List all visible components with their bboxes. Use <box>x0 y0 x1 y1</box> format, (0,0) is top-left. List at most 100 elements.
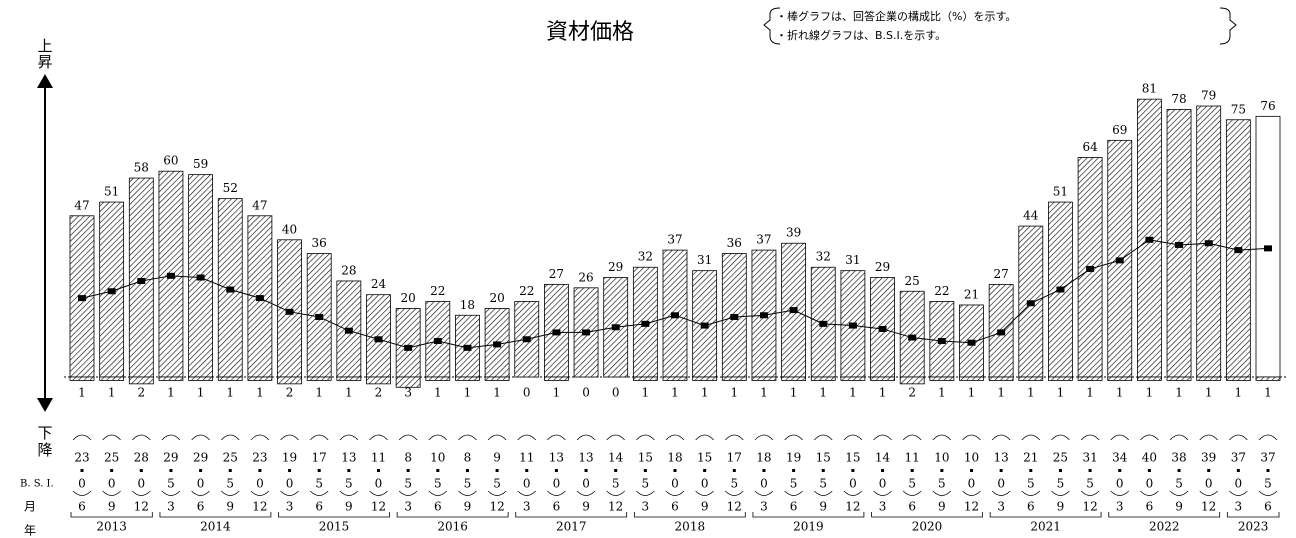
bsi-marker <box>255 295 264 302</box>
arc <box>309 490 329 496</box>
arc <box>576 490 596 496</box>
bsi-marker <box>641 320 650 327</box>
bsi-int-label: 14 <box>875 451 891 465</box>
up-value-label: 27 <box>994 267 1009 281</box>
arc <box>458 434 477 441</box>
bsi-dec-label: 0 <box>968 477 976 491</box>
month-label: 12 <box>608 500 623 514</box>
arc <box>428 434 448 441</box>
up-value-label: 18 <box>460 298 475 312</box>
arc <box>72 434 92 441</box>
bsi-dot <box>525 469 529 472</box>
down-bar <box>425 376 451 381</box>
month-label: 3 <box>167 500 175 514</box>
bsi-marker <box>552 329 561 336</box>
up-value-label: 27 <box>549 267 564 281</box>
down-value-label: 1 <box>1235 386 1243 400</box>
year-bracket <box>515 512 628 518</box>
arc <box>1080 434 1100 441</box>
year-bracket <box>1226 512 1280 518</box>
down-value-label: 1 <box>1264 386 1272 400</box>
down-bar <box>128 376 154 385</box>
arc <box>547 490 566 496</box>
month-label: 3 <box>879 500 887 514</box>
bsi-int-label: 29 <box>163 451 178 465</box>
bsi-dot <box>258 469 262 472</box>
arrow-head <box>37 398 53 412</box>
arc <box>636 434 655 441</box>
arc <box>902 434 922 441</box>
up-value-label: 76 <box>1260 99 1275 113</box>
down-value-label: 1 <box>1205 386 1213 400</box>
year-bracket <box>159 512 272 518</box>
down-value-label: 1 <box>938 386 946 400</box>
bsi-dec-label: 0 <box>553 477 561 491</box>
up-value-label: 51 <box>1053 185 1068 199</box>
arc <box>250 490 270 496</box>
bsi-dec-label: 5 <box>434 477 442 491</box>
bsi-dec-label: 0 <box>849 477 857 491</box>
bsi-dot <box>80 469 84 472</box>
down-bar <box>840 376 866 381</box>
arc <box>487 490 507 496</box>
bsi-int-label: 21 <box>1023 451 1038 465</box>
month-label: 12 <box>489 500 504 514</box>
bsi-dec-label: 5 <box>315 477 323 491</box>
year-row-label: 年 <box>24 524 36 538</box>
bsi-int-label: 15 <box>845 451 860 465</box>
bsi-dec-label: 0 <box>1235 477 1243 491</box>
arc <box>428 490 448 496</box>
down-value-label: 1 <box>760 386 768 400</box>
year-bracket <box>989 512 1102 518</box>
month-label: 9 <box>701 500 709 514</box>
arc <box>902 490 922 496</box>
bsi-dec-label: 5 <box>1086 477 1094 491</box>
arc <box>932 490 952 496</box>
bsi-int-label: 13 <box>578 451 593 465</box>
year-label: 2021 <box>1030 520 1061 534</box>
down-bar <box>217 376 243 381</box>
up-value-label: 51 <box>104 185 119 199</box>
bsi-dec-label: 5 <box>819 477 827 491</box>
bsi-int-label: 13 <box>341 451 356 465</box>
arc <box>1229 434 1248 441</box>
bsi-dec-label: 5 <box>938 477 946 491</box>
year-bracket <box>1108 512 1221 518</box>
bsi-dot <box>1177 469 1181 472</box>
bsi-int-label: 31 <box>1082 451 1097 465</box>
arc <box>191 490 210 496</box>
bsi-int-label: 37 <box>1231 451 1246 465</box>
down-value-label: 1 <box>434 386 442 400</box>
bsi-int-label: 17 <box>312 451 327 465</box>
bsi-int-label: 15 <box>638 451 653 465</box>
arc <box>576 434 596 441</box>
month-label: 6 <box>1264 500 1272 514</box>
month-label: 9 <box>819 500 827 514</box>
bsi-dot <box>673 469 677 472</box>
arc <box>606 490 625 496</box>
bsi-dot <box>436 469 440 472</box>
bsi-dec-label: 0 <box>1205 477 1213 491</box>
bsi-int-label: 40 <box>1142 451 1157 465</box>
down-bar <box>306 376 332 381</box>
year-label: 2017 <box>556 520 587 534</box>
bsi-marker <box>196 274 205 281</box>
bsi-marker <box>107 288 116 295</box>
down-value-label: 1 <box>968 386 976 400</box>
down-value-label: 1 <box>464 386 472 400</box>
bsi-int-label: 25 <box>104 451 119 465</box>
bsi-int-label: 10 <box>430 451 445 465</box>
arc <box>606 434 625 441</box>
bsi-dot <box>1029 469 1033 472</box>
arc <box>398 434 418 441</box>
year-label: 2020 <box>912 520 943 534</box>
up-value-label: 69 <box>1112 123 1127 137</box>
up-value-label: 29 <box>875 260 890 274</box>
bsi-int-label: 25 <box>1053 451 1068 465</box>
bsi-dot <box>199 469 203 472</box>
down-bar <box>662 376 688 381</box>
bsi-marker <box>78 295 86 302</box>
up-label: 昇 <box>37 53 52 71</box>
down-value-label: 1 <box>671 386 679 400</box>
bsi-marker <box>908 334 917 341</box>
